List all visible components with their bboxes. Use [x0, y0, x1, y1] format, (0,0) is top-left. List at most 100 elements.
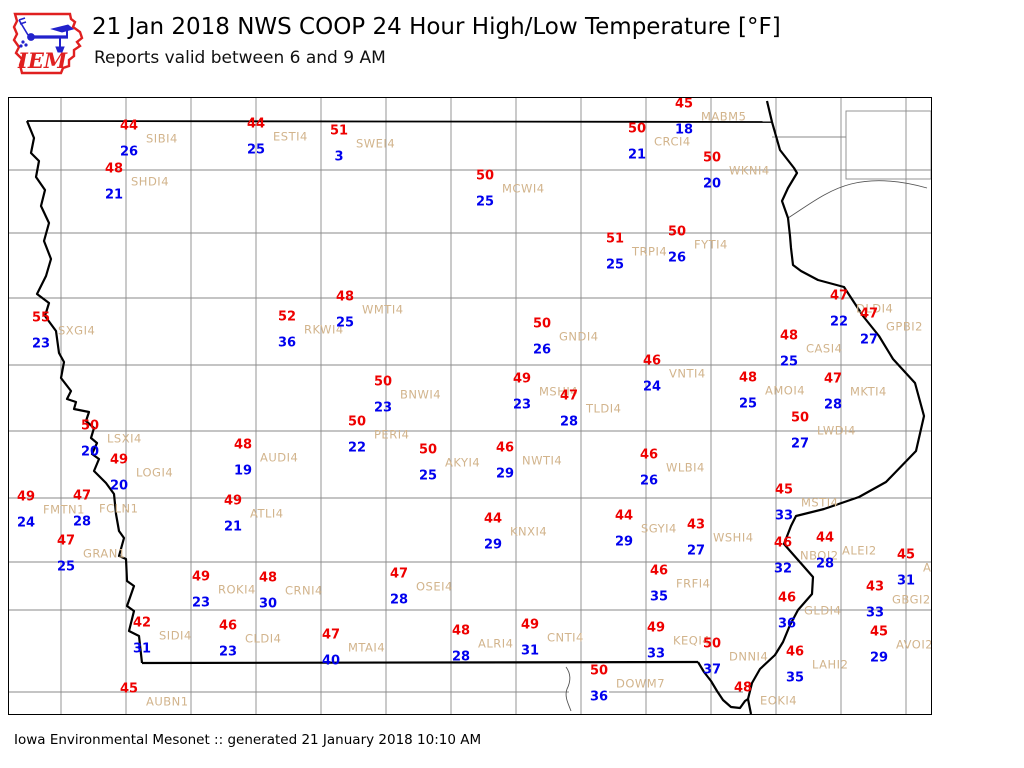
station-high-temp: 50 [667, 224, 687, 240]
station-low-temp: 21 [627, 147, 647, 163]
station-low-temp: 21 [104, 187, 124, 203]
station-id: ESTI4 [273, 129, 308, 144]
iem-logo: IEM [10, 9, 88, 81]
station-high-temp: 48 [733, 680, 753, 696]
county-basemap [9, 98, 931, 714]
station-high-temp: 48 [451, 623, 471, 639]
station-id: EOKI4 [760, 693, 798, 708]
station-id: VNTI4 [669, 366, 706, 381]
station-id: TRPI4 [632, 244, 668, 259]
station-high-temp: 50 [589, 663, 609, 679]
station-high-temp: 44 [483, 511, 503, 527]
station-low-temp: 3 [334, 149, 344, 165]
station-high-temp: 46 [639, 447, 659, 463]
station-high-temp: 50 [702, 636, 722, 652]
station-id: DLDI4 [856, 301, 894, 316]
station-id: GRAN1 [83, 546, 126, 561]
station-high-temp: 46 [218, 618, 238, 634]
station-high-temp: 43 [686, 517, 706, 533]
station-low-temp: 31 [896, 573, 916, 589]
weather-vane-icon [18, 17, 75, 53]
station-low-temp: 20 [702, 176, 722, 192]
station-low-temp: 33 [646, 646, 666, 662]
station-low-temp: 25 [418, 468, 438, 484]
station-low-temp: 30 [258, 596, 278, 612]
station-high-temp: 48 [258, 570, 278, 586]
station-low-temp: 25 [56, 559, 76, 575]
station-id: AVOI2 [896, 637, 932, 652]
station-low-temp: 33 [774, 508, 794, 524]
station-low-temp: 35 [785, 670, 805, 686]
station-low-temp: 23 [31, 336, 51, 352]
station-id: MTAI4 [348, 640, 386, 655]
footer-credit: Iowa Environmental Mesonet :: generated … [14, 732, 482, 748]
station-low-temp: 20 [109, 478, 129, 494]
station-low-temp: 23 [218, 644, 238, 660]
station-id: AKYI4 [445, 455, 481, 470]
station-id: AMOI4 [765, 383, 806, 398]
station-high-temp: 47 [559, 388, 579, 404]
station-high-temp: 47 [72, 488, 92, 504]
station-high-temp: 52 [277, 309, 297, 325]
station-high-temp: 49 [109, 452, 129, 468]
station-low-temp: 28 [823, 397, 843, 413]
station-id: CASI4 [806, 341, 843, 356]
station-id: KEQI4 [673, 633, 711, 648]
river-lines [565, 180, 928, 712]
station-low-temp: 27 [790, 436, 810, 452]
station-low-temp: 24 [642, 379, 662, 395]
station-high-temp: 50 [347, 414, 367, 430]
station-high-temp: 48 [233, 437, 253, 453]
station-high-temp: 49 [646, 620, 666, 636]
station-id: WMTI4 [362, 302, 404, 317]
station-id: BNWI4 [400, 387, 442, 402]
station-id: SIBI4 [146, 131, 178, 146]
station-id: A [923, 560, 932, 575]
station-low-temp: 36 [777, 616, 797, 632]
station-high-temp: 46 [649, 563, 669, 579]
station-id: TLDI4 [586, 401, 622, 416]
station-high-temp: 47 [389, 566, 409, 582]
station-id: ALRI4 [478, 636, 514, 651]
station-id: AUDI4 [260, 450, 299, 465]
iem-logo-text: IEM [17, 48, 68, 73]
station-id: NBOI2 [800, 548, 839, 563]
station-id: MABM5 [701, 109, 747, 124]
station-id: OSEI4 [416, 579, 453, 594]
station-low-temp: 29 [869, 650, 889, 666]
station-id: MCWI4 [502, 181, 545, 196]
station-high-temp: 43 [865, 579, 885, 595]
station-id: GNDI4 [559, 329, 599, 344]
station-high-temp: 50 [418, 442, 438, 458]
station-high-temp: 44 [246, 116, 266, 132]
station-high-temp: 50 [373, 374, 393, 390]
station-low-temp: 28 [72, 514, 92, 530]
station-high-temp: 48 [335, 289, 355, 305]
station-id: KNXI4 [510, 524, 548, 539]
station-id: NWTI4 [522, 453, 563, 468]
station-id: RKWI4 [304, 322, 344, 337]
station-high-temp: 49 [520, 617, 540, 633]
station-low-temp: 27 [859, 332, 879, 348]
station-id: WKNI4 [729, 163, 770, 178]
station-id: DNNI4 [729, 649, 769, 664]
station-high-temp: 48 [104, 161, 124, 177]
station-low-temp: 29 [614, 534, 634, 550]
station-high-temp: 50 [532, 316, 552, 332]
station-high-temp: 55 [31, 310, 51, 326]
station-high-temp: 51 [329, 123, 349, 139]
station-high-temp: 47 [321, 627, 341, 643]
county-lines [9, 98, 931, 714]
station-low-temp: 23 [191, 595, 211, 611]
station-id: MSTI4 [801, 495, 839, 510]
station-low-temp: 18 [674, 122, 694, 138]
station-low-temp: 21 [223, 519, 243, 535]
station-high-temp: 47 [56, 533, 76, 549]
station-id: SHDI4 [131, 174, 170, 189]
iowa-outline-icon [12, 12, 84, 75]
station-low-temp: 28 [389, 592, 409, 608]
station-low-temp: 28 [451, 649, 471, 665]
station-low-temp: 23 [512, 397, 532, 413]
station-low-temp: 25 [738, 396, 758, 412]
station-low-temp: 26 [119, 144, 139, 160]
